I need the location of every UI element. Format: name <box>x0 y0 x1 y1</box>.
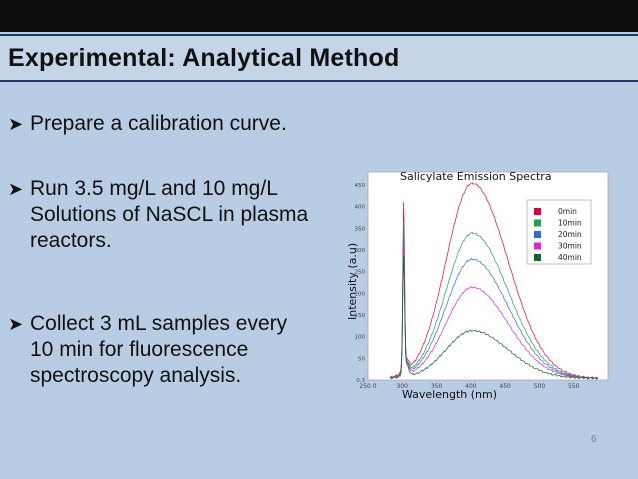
legend-swatch <box>534 254 541 261</box>
y-tick-label: 150 <box>355 313 366 319</box>
y-tick-label: 200 <box>355 291 366 297</box>
legend-entry: 10min <box>558 219 582 228</box>
bullet-2: ➤ Run 3.5 mg/L and 10 mg/L Solutions of N… <box>8 176 308 254</box>
chart-title: Salicylate Emission Spectra <box>400 170 552 183</box>
y-tick-label: 450 <box>355 183 366 189</box>
bullet-3-line-2: 10 min for fluorescence <box>30 338 249 361</box>
legend-entry: 30min <box>558 242 582 251</box>
legend-entry: 40min <box>558 253 582 262</box>
bullet-3-line-3: spectroscopy analysis. <box>30 364 242 387</box>
bullet-2-line-1: Run 3.5 mg/L and 10 mg/L <box>30 177 278 200</box>
bullet-1-line-1: Prepare a calibration curve. <box>30 112 287 135</box>
x-tick-label: 500 <box>534 383 546 390</box>
legend-swatch <box>534 219 541 227</box>
series-line-30min <box>389 243 598 380</box>
x-tick-label: 400 <box>465 383 477 390</box>
x-tick-label: 450 <box>499 383 511 390</box>
y-axis-label: Intensity (a.u) <box>346 243 359 320</box>
series-line-40min <box>389 255 598 380</box>
x-tick-label: 350 <box>431 383 443 390</box>
x-axis-label: Wavelength (nm) <box>402 388 497 401</box>
y-tick-label: 0.3 <box>356 378 365 384</box>
x-tick-label: 250 0 <box>359 383 376 390</box>
legend-entry: 20min <box>558 230 582 239</box>
bullet-1: ➤ Prepare a calibration curve. <box>8 111 287 137</box>
slide-title: Experimental: Analytical Method <box>8 44 400 72</box>
legend-swatch <box>534 208 541 215</box>
page-number: 6 <box>591 434 597 445</box>
series-line-10min <box>389 220 599 380</box>
bullet-2-line-3: reactors. <box>30 229 112 252</box>
emission-spectra-chart: Salicylate Emission Spectra Wavelength (… <box>344 160 634 410</box>
series-line-20min <box>389 234 598 380</box>
title-bar: Experimental: Analytical Method <box>0 34 638 82</box>
arrow-bullet-icon: ➤ <box>8 179 24 199</box>
y-tick-label: 100 <box>355 335 366 341</box>
y-tick-label: 250 <box>355 270 366 276</box>
bullet-3-line-1: Collect 3 mL samples every <box>30 312 288 335</box>
arrow-bullet-icon: ➤ <box>8 114 24 134</box>
arrow-bullet-icon: ➤ <box>8 314 24 334</box>
top-black-bar <box>0 0 638 32</box>
series-line-0min <box>389 182 599 379</box>
chart-svg: Salicylate Emission Spectra Wavelength (… <box>346 170 609 401</box>
legend-entry: 0min <box>558 207 577 216</box>
x-tick-label: 550 <box>568 383 580 390</box>
x-tick-label: 300 <box>397 383 409 390</box>
y-tick-label: 50 <box>358 356 365 362</box>
legend-swatch <box>534 242 541 250</box>
legend-swatch <box>534 231 541 238</box>
y-tick-label: 300 <box>355 248 366 254</box>
bullet-2-line-2: Solutions of NaSCL in plasma <box>30 203 309 226</box>
y-tick-label: 400 <box>355 205 366 211</box>
bullet-3: ➤ Collect 3 mL samples every 10 min for f… <box>8 311 287 389</box>
y-tick-label: 350 <box>355 226 366 232</box>
